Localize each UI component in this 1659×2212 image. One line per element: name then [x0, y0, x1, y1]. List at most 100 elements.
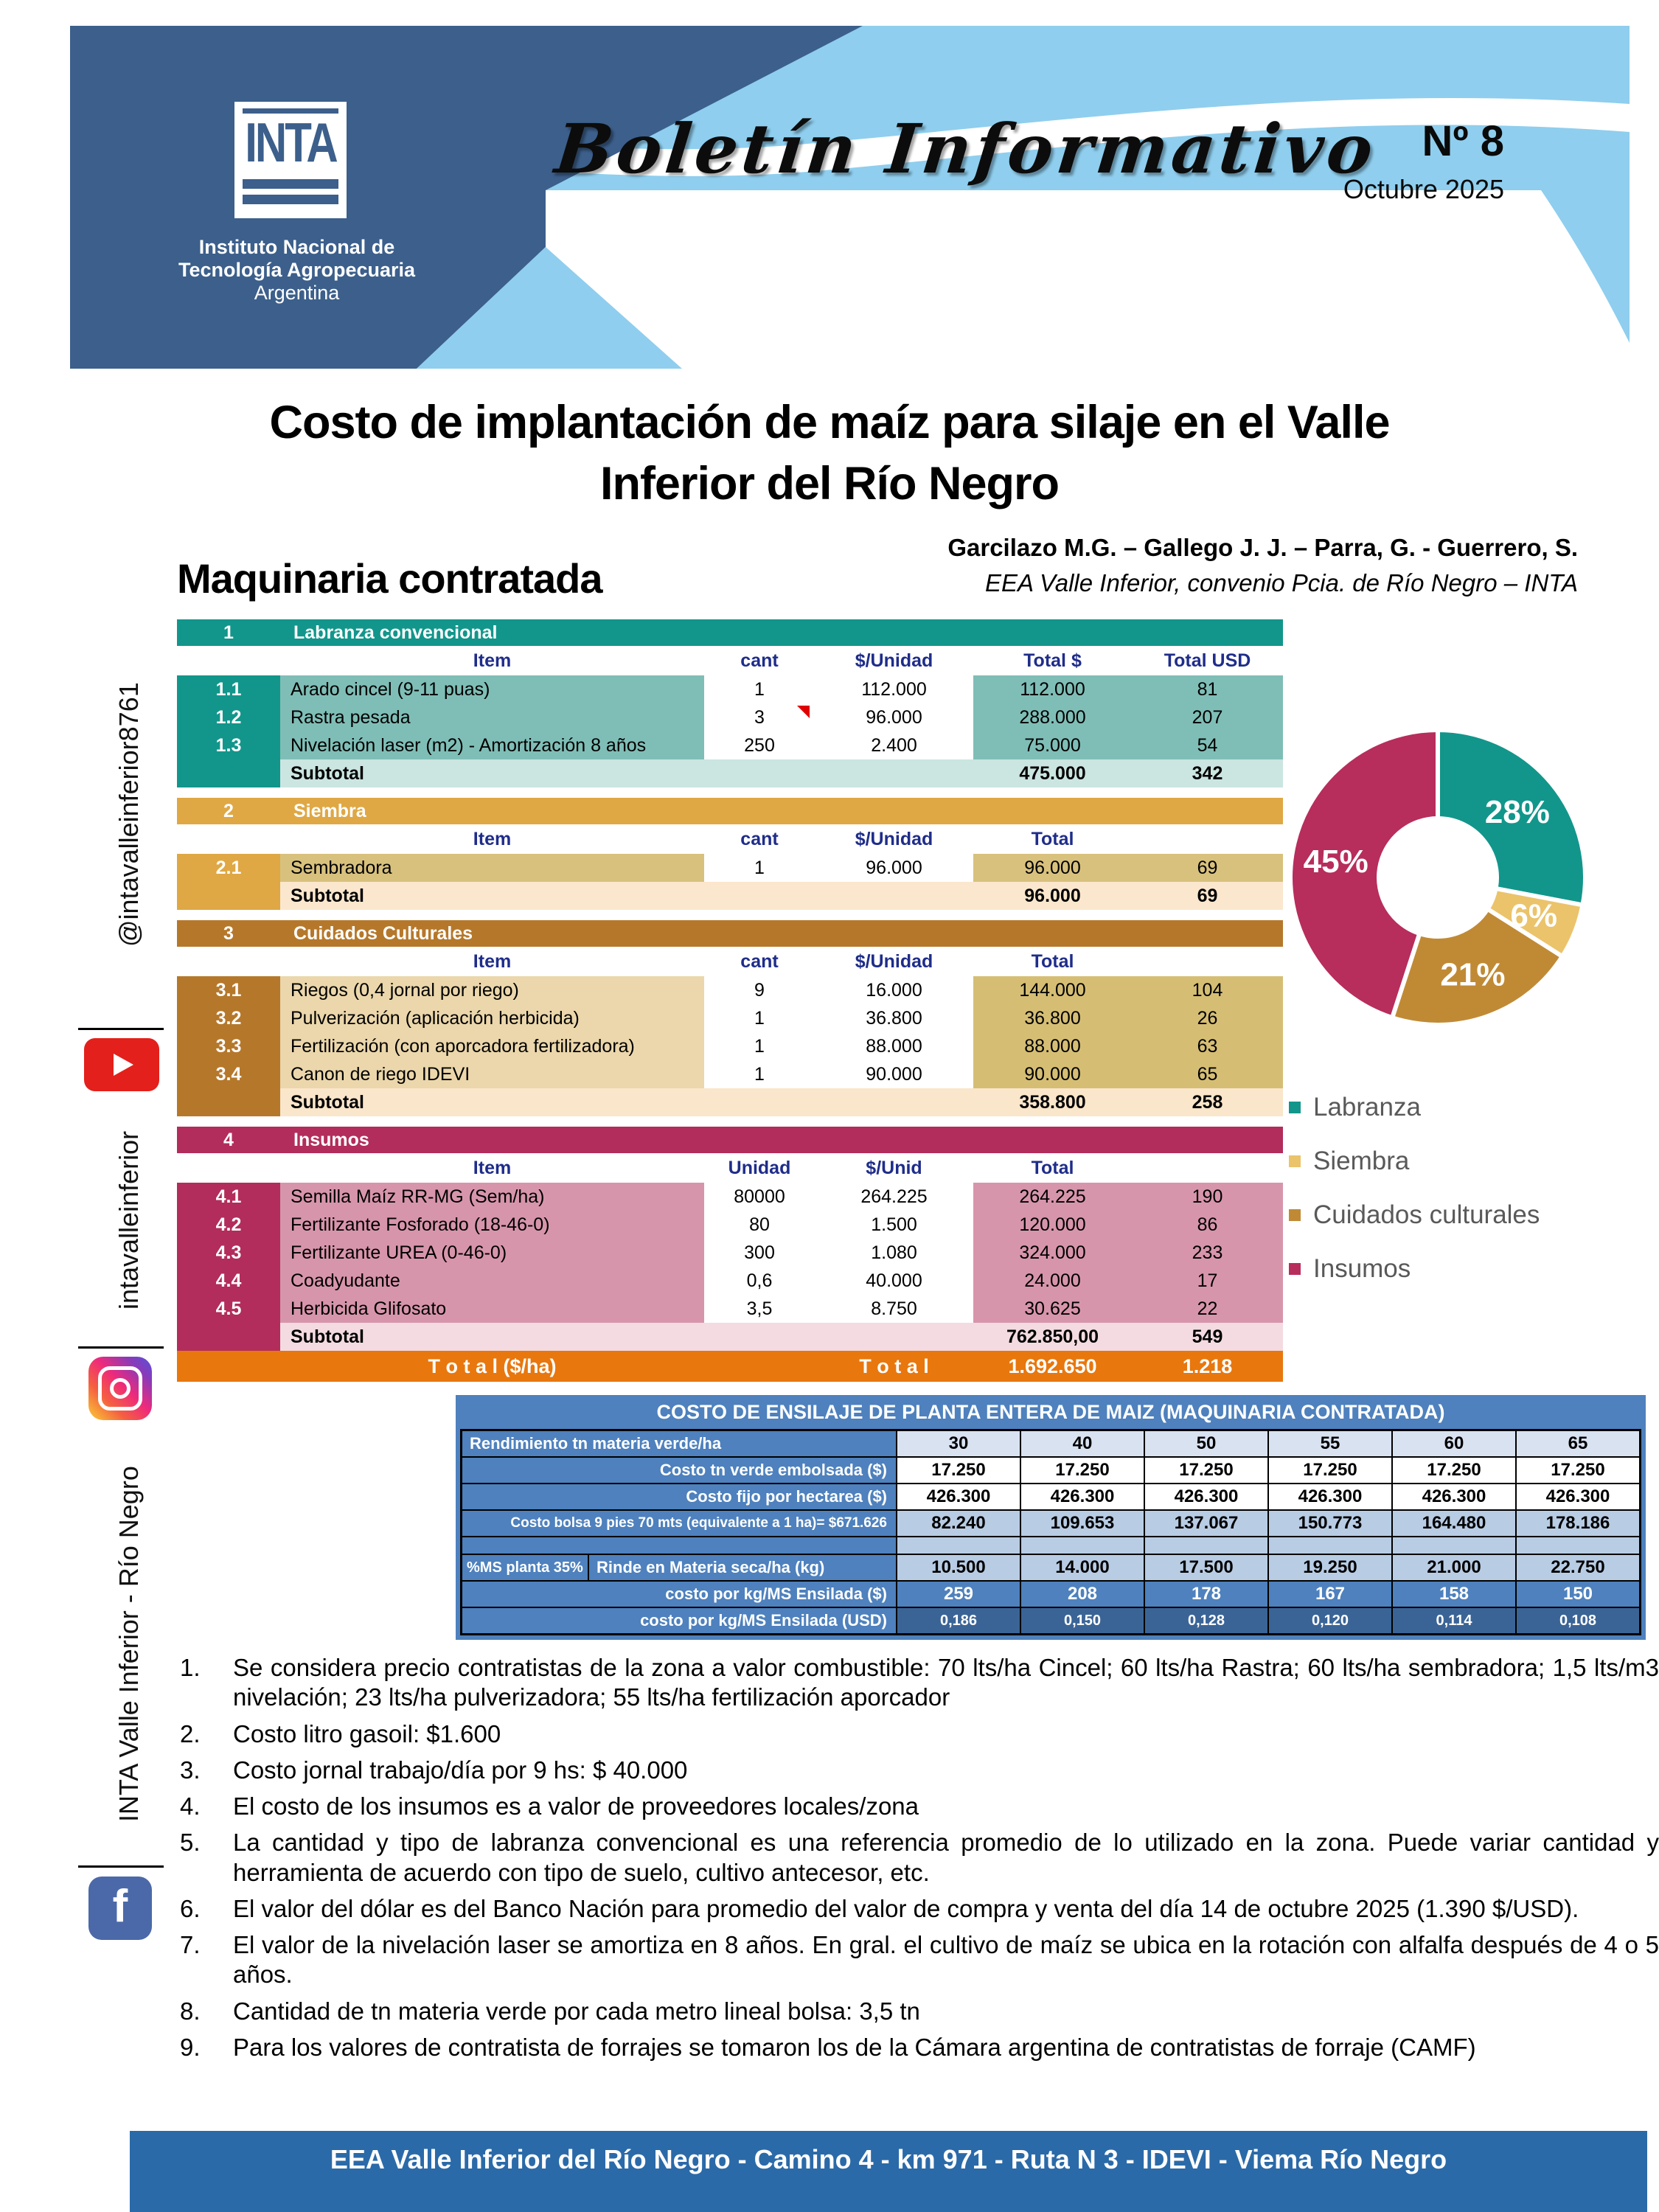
row-number: 3.2: [177, 1004, 280, 1032]
ens-value: 0,120: [1269, 1608, 1391, 1633]
ens-value: 17.250: [1145, 1458, 1267, 1483]
total-usd: 86: [1132, 1211, 1283, 1239]
total-usd: 233: [1132, 1239, 1283, 1267]
ens-row-label: [462, 1537, 896, 1554]
ens-value: 150.773: [1269, 1511, 1391, 1536]
total-pesos: 30.625: [973, 1295, 1132, 1323]
ensilaje-table-grid: Rendimiento tn materia verde/ha 30 40 50 55 6…: [460, 1429, 1641, 1635]
ens-value: [1393, 1537, 1515, 1554]
issue-date: Octubre 2025: [1343, 174, 1504, 204]
quantity: 9: [704, 976, 815, 1004]
subtotal-empty: [704, 759, 815, 787]
footnote-text: El costo de los insumos es a valor de pr…: [233, 1792, 919, 1820]
instagram-icon[interactable]: [88, 1357, 152, 1420]
column-header: Item: [280, 646, 704, 675]
ens-value: 65: [1517, 1431, 1639, 1456]
footnote-number: 6.: [180, 1894, 201, 1922]
grand-total-label: T o t a l ($/ha): [280, 1351, 704, 1382]
facebook-handle[interactable]: INTA Valle Inferior - Río Negro: [114, 1466, 144, 1823]
footnote-number: 9.: [180, 2033, 201, 2061]
footnote-number: 2.: [180, 1719, 201, 1747]
facebook-icon[interactable]: [88, 1877, 152, 1940]
sidebar-divider: [78, 1028, 164, 1030]
youtube-handle[interactable]: @intavalleinferior8761: [114, 682, 144, 947]
subtotal-pesos: 96.000: [973, 882, 1132, 910]
total-pesos: 24.000: [973, 1267, 1132, 1295]
legend-item-labranza: Labranza: [1289, 1093, 1540, 1122]
column-header: cant: [704, 947, 815, 976]
item-name: Rastra pesada: [280, 703, 704, 731]
column-header: Total: [973, 824, 1132, 854]
unit-price: 36.800: [815, 1004, 973, 1032]
subtotal-label: Subtotal: [280, 1323, 704, 1351]
ens-value: [1269, 1537, 1391, 1554]
ens-value: 0,128: [1145, 1608, 1267, 1633]
institute-line-3: Argentina: [254, 281, 340, 304]
footnote-text: Para los valores de contratista de forra…: [233, 2033, 1476, 2061]
affiliation-line: EEA Valle Inferior, convenio Pcia. de Rí…: [984, 569, 1578, 597]
row-number: 4.4: [177, 1267, 280, 1295]
subtotal-row: Subtotal 475.000 342: [177, 759, 1283, 787]
footnote-item: 5. La cantidad y tipo de labranza convenc…: [177, 1828, 1659, 1888]
ens-value: 137.067: [1145, 1511, 1267, 1536]
total-usd: 26: [1132, 1004, 1283, 1032]
item-name: Semilla Maíz RR-MG (Sem/ha): [280, 1183, 704, 1211]
quantity: 1: [704, 1032, 815, 1060]
column-header: Unidad: [704, 1153, 815, 1183]
ens-value: 40: [1021, 1431, 1144, 1456]
item-name: Sembradora: [280, 854, 704, 882]
ens-value: [897, 1537, 1020, 1554]
ens-value: 17.250: [1517, 1458, 1639, 1483]
ens-row-label: Rendimiento tn materia verde/ha: [462, 1431, 896, 1456]
table-row: 4.5 Herbicida Glifosato 3,5 8.750 30.625 22: [177, 1295, 1283, 1323]
column-header-spacer: [177, 947, 280, 976]
subtotal-empty: [815, 1088, 973, 1116]
ens-value: 0,150: [1021, 1608, 1144, 1633]
total-pesos: 120.000: [973, 1211, 1132, 1239]
instagram-handle[interactable]: intavalleinferior: [114, 1130, 144, 1310]
total-pesos: 96.000: [973, 854, 1132, 882]
total-usd: 104: [1132, 976, 1283, 1004]
subtotal-usd: 549: [1132, 1323, 1283, 1351]
row-number: 3.1: [177, 976, 280, 1004]
youtube-icon[interactable]: [84, 1038, 159, 1091]
ens-value: 426.300: [1021, 1484, 1144, 1509]
ens-value: 17.250: [1021, 1458, 1144, 1483]
table-number: 3: [177, 920, 280, 947]
footnote-text: El valor de la nivelación laser se amort…: [233, 1931, 1659, 1989]
total-usd: 190: [1132, 1183, 1283, 1211]
footer-bar: EEA Valle Inferior del Río Negro - Camin…: [130, 2131, 1647, 2212]
quantity: 1: [704, 675, 815, 703]
total-usd: 54: [1132, 731, 1283, 759]
subtotal-label: Subtotal: [280, 759, 704, 787]
subtotal-label: Subtotal: [280, 882, 704, 910]
legend-label: Insumos: [1313, 1254, 1411, 1283]
table-title: Siembra: [280, 798, 1283, 824]
ens-value: 208: [1021, 1582, 1144, 1607]
unit-price: 90.000: [815, 1060, 973, 1088]
legend-swatch: [1289, 1263, 1301, 1275]
ens-value: 426.300: [897, 1484, 1020, 1509]
footnote-number: 3.: [180, 1756, 201, 1784]
grand-total-usd: 1.218: [1132, 1351, 1283, 1382]
total-pesos: 288.000: [973, 703, 1132, 731]
table-title: Insumos: [280, 1127, 1283, 1153]
column-header: Total: [973, 947, 1132, 976]
footnote-text: El valor del dólar es del Banco Nación p…: [233, 1894, 1579, 1922]
unit-price: 16.000: [815, 976, 973, 1004]
legend-swatch: [1289, 1209, 1301, 1221]
ens-value: 178.186: [1517, 1511, 1639, 1536]
unit-price: 2.400: [815, 731, 973, 759]
cost-tables: 1 Labranza convencional Item cant $/Unidad To…: [177, 619, 1283, 1382]
quantity: 80: [704, 1211, 815, 1239]
footnote-number: 4.: [180, 1792, 201, 1820]
item-name: Fertilizante Fosforado (18-46-0): [280, 1211, 704, 1239]
ens-row-label: Rinde en Materia seca/ha (kg): [589, 1555, 896, 1580]
footnote-number: 5.: [180, 1829, 201, 1857]
table-title: Cuidados Culturales: [280, 920, 1283, 947]
row-number: 4.1: [177, 1183, 280, 1211]
footnote-text: Cantidad de tn materia verde por cada me…: [233, 1997, 920, 2025]
ens-value: 167: [1269, 1582, 1391, 1607]
footnote-text: Costo jornal trabajo/día por 9 hs: $ 40.…: [233, 1756, 688, 1784]
item-name: Coadyudante: [280, 1267, 704, 1295]
